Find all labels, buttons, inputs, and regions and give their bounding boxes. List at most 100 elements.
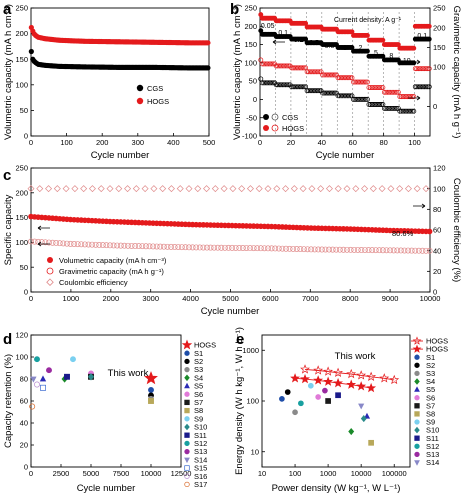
data-point-gravimetric [362, 247, 368, 253]
x-tick-label: 10 [258, 469, 266, 478]
data-point-hogs-right [323, 72, 329, 78]
data-point-gravimetric [243, 245, 250, 252]
y2-tick-label: 250 [433, 4, 446, 13]
legend-label-s8: S8 [426, 410, 435, 419]
y-tick-label: 0 [253, 95, 257, 104]
legend-label-s4: S4 [426, 377, 435, 386]
data-point-hogs-right [358, 79, 364, 85]
data-point-hogs [333, 377, 343, 388]
data-point-hogs-right [349, 75, 355, 81]
data-point-hogs-right [281, 63, 287, 69]
data-point-hogs-right [278, 63, 284, 69]
arrow-right-icon [408, 59, 421, 65]
panel-e-legend: HOGSHOGSS1S2S3S4S5S6S7S8S9S10S11S12S13S1… [411, 336, 448, 467]
data-point-hogs [323, 376, 334, 386]
x-tick-label: 2000 [102, 294, 119, 303]
data-point-coulombic [203, 185, 211, 193]
legend-label-s5: S5 [194, 382, 203, 391]
data-point-cgs-right [357, 96, 363, 102]
panel-b-xlabel: Cycle number [316, 150, 375, 161]
data-point-hogs-right [267, 61, 273, 67]
data-point-hogs-right [343, 75, 349, 81]
legend-marker-s7 [184, 399, 190, 406]
data-point-hogs-right [372, 85, 378, 91]
data-point-hogs-right [320, 72, 326, 78]
data-point-cgs-right [402, 108, 407, 114]
data-point-hogs-right [411, 94, 417, 100]
data-point-hogs-right [332, 72, 338, 78]
data-point-gravimetric [344, 246, 350, 253]
x-tick-label: 7500 [113, 469, 130, 478]
data-point-hogs-right [262, 61, 268, 67]
data-point-hogs-right [293, 65, 299, 71]
data-point-gravimetric [336, 246, 343, 253]
x-tick-label: 0 [29, 138, 33, 147]
data-point-gravimetric [290, 245, 297, 252]
y-tick-label: 150 [15, 55, 28, 64]
panel-d-xlabel: Cycle number [77, 483, 136, 494]
x-tick-label: 500 [203, 138, 216, 147]
data-point-coulombic [88, 185, 96, 193]
y-tick-label: 50 [20, 106, 28, 115]
y2-tick-label: 150 [433, 43, 446, 52]
y-tick-label: 150 [15, 213, 28, 222]
data-point-hogs-right [347, 75, 353, 81]
data-point-coulombic [211, 185, 219, 193]
legend-label-s13: S13 [194, 447, 207, 456]
data-point-gravimetric [286, 245, 293, 252]
data-point-hogs-right [378, 85, 384, 91]
data-point-gravimetric [275, 245, 282, 252]
data-point-hogs-right [394, 89, 400, 95]
panel-c: c Specific capacity Coulombic efficiency… [3, 164, 462, 317]
data-point-hogs-right [327, 72, 333, 78]
x-tick-label: 80 [379, 138, 387, 147]
legend-label-s14: S14 [426, 458, 439, 467]
data-point-cgs-right [301, 84, 307, 90]
data-point-cgs-right [326, 90, 332, 96]
data-point-gravimetric [250, 245, 257, 252]
data-point-hogs-right [330, 72, 336, 78]
data-point-coulombic [334, 185, 342, 193]
rate-label: 0.1 [417, 33, 427, 40]
data-point-cgs-right [300, 84, 305, 90]
legend-label-hogs: HOGS [426, 345, 448, 354]
data-point-coulombic [97, 185, 105, 193]
data-point-hogs-right [338, 75, 344, 81]
data-point-hogs-right [360, 79, 366, 85]
legend-marker-s3 [414, 370, 420, 377]
legend-marker-s5 [184, 382, 190, 389]
rate-label: 8 [389, 53, 393, 60]
data-point-hogs-right [352, 79, 358, 85]
x-tick-label: 1000 [63, 294, 80, 303]
data-point-gravimetric [326, 246, 333, 253]
data-point-cgs-right [278, 82, 284, 88]
legend-label-s1: S1 [426, 353, 435, 362]
data-point-gravimetric [394, 247, 401, 254]
data-point-hogs-right [354, 79, 360, 85]
data-point-hogs-right [300, 65, 305, 71]
legend-label-s11: S11 [194, 431, 207, 440]
data-point-gravimetric [365, 247, 372, 254]
data-point-gravimetric [229, 244, 236, 251]
y-tick-label: 60 [20, 397, 28, 406]
x-tick-label: 10000 [420, 294, 441, 303]
data-point-cgs-right [411, 108, 417, 114]
data-point-hogs-right [335, 75, 341, 81]
data-point-gravimetric [358, 247, 365, 253]
x-tick-label: 100 [408, 138, 421, 147]
panel-c-xlabel: Cycle number [201, 306, 260, 317]
data-point-hogs-right [258, 57, 264, 63]
y-tick-label: 100 [246, 397, 259, 406]
data-point-cgs-right [264, 80, 270, 86]
data-point-s5 [39, 375, 47, 382]
arrow-left-icon [37, 241, 50, 247]
legend-label-s17: S17 [194, 480, 207, 489]
data-point-cgs-right [400, 108, 406, 114]
y-tick-label: 1000 [242, 346, 259, 355]
data-point-cgs-right [374, 102, 380, 107]
data-point-cgs-right [377, 102, 383, 107]
data-point-hogs-right [412, 66, 418, 72]
data-point-gravimetric [78, 241, 85, 248]
legend-marker-s2 [184, 358, 190, 365]
data-point-s14 [358, 403, 365, 410]
